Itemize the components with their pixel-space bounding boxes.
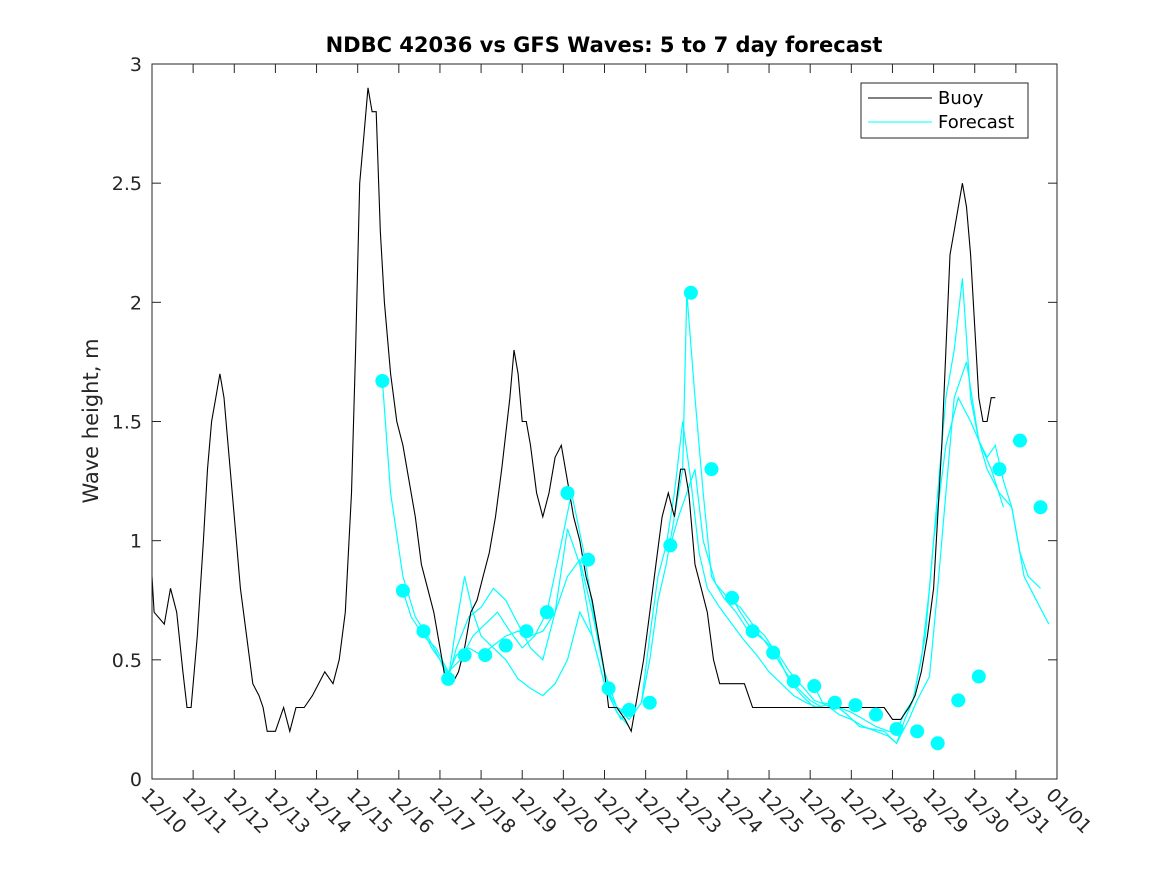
legend-box	[860, 82, 1029, 139]
forecast-line	[447, 576, 630, 727]
forecast-point	[1033, 500, 1048, 515]
buoy-line	[151, 87, 996, 734]
forecast-point	[827, 695, 842, 710]
forecast-point	[539, 605, 554, 620]
y-tick-label: 0.5	[112, 650, 142, 672]
y-axis-label: Wave height, m	[79, 338, 103, 503]
plot-frame	[151, 63, 1058, 780]
forecast-point	[766, 645, 781, 660]
legend: Buoy Forecast	[860, 82, 1029, 139]
forecast-point	[1012, 433, 1027, 448]
forecast-point	[910, 724, 925, 739]
forecast-point	[457, 648, 472, 663]
forecast-point	[581, 552, 596, 567]
forecast-point	[560, 486, 575, 500]
forecast-point	[395, 583, 410, 598]
forecast-point	[930, 736, 945, 751]
forecast-point	[498, 638, 513, 653]
legend-buoy-label: Buoy	[938, 88, 984, 109]
y-axis-ticks: 0 0.5 1 1.5 2 2.5 3	[112, 54, 1057, 791]
forecast-point	[807, 679, 822, 694]
forecast-point	[869, 707, 883, 722]
forecast-point	[519, 624, 534, 639]
forecast-point	[704, 462, 719, 477]
forecast-point	[889, 721, 904, 736]
series-layer	[151, 87, 1050, 751]
forecast-point	[992, 462, 1007, 477]
y-tick-label: 1.5	[112, 412, 142, 434]
forecast-line	[813, 361, 1050, 745]
forecast-line	[402, 492, 634, 721]
y-tick-label: 2	[130, 292, 142, 314]
forecast-point	[725, 590, 740, 605]
forecast-point	[951, 693, 966, 708]
forecast-point	[416, 624, 431, 639]
forecast-point	[642, 695, 657, 710]
chart-title: NDBC 42036 vs GFS Waves: 5 to 7 day fore…	[326, 33, 883, 57]
y-tick-label: 1	[130, 531, 142, 553]
forecast-point	[663, 538, 678, 553]
forecast-point	[848, 698, 863, 713]
forecast-point	[478, 648, 493, 663]
y-tick-label: 2.5	[112, 173, 142, 195]
forecast-point	[683, 285, 698, 300]
y-tick-label: 3	[130, 54, 142, 76]
forecast-point	[441, 671, 456, 686]
y-tick-label: 0	[130, 769, 142, 791]
forecast-line	[620, 421, 819, 721]
forecast-line	[896, 278, 1041, 732]
forecast-point	[622, 702, 637, 717]
plot-area	[152, 64, 1057, 779]
forecast-point	[786, 674, 801, 689]
forecast-point	[971, 669, 986, 684]
forecast-point	[601, 681, 616, 696]
forecast-point	[375, 373, 390, 388]
forecast-point	[745, 624, 760, 639]
legend-forecast-label: Forecast	[938, 112, 1014, 133]
